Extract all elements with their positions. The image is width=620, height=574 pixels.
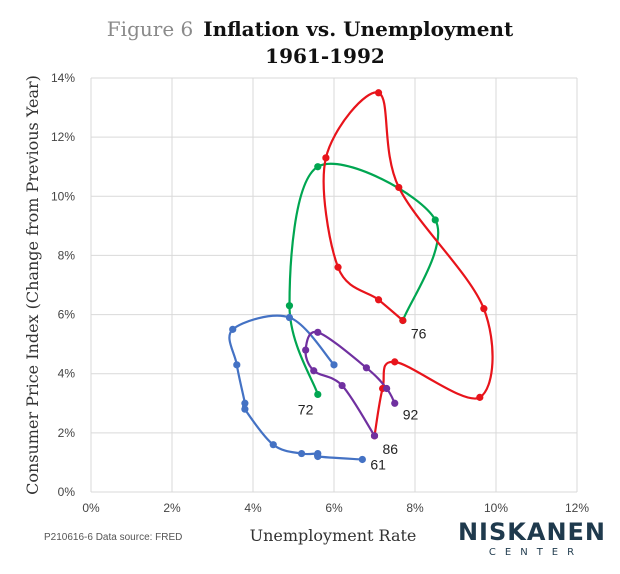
data-point [391,399,399,407]
data-point [334,263,342,271]
data-point [285,313,294,322]
data-point [358,455,366,464]
y-tick-label: 2% [58,426,76,440]
y-tick-label: 4% [58,367,76,381]
x-tick-label: 2% [163,501,181,515]
y-axis-title: Consumer Price Index (Change from Previo… [23,75,42,495]
x-axis-title: Unemployment Rate [250,526,417,545]
y-tick-label: 8% [58,248,76,262]
series-line-2 [288,162,440,395]
year-label: 92 [403,406,419,422]
x-tick-label: 0% [82,501,100,515]
x-tick-label: 4% [244,501,262,515]
gridlines [90,77,578,493]
year-label: 76 [411,325,427,341]
data-point [338,381,346,390]
data-point [314,449,322,458]
x-tick-label: 6% [325,501,343,515]
point-annotations: 61 72 76 86 92 [298,325,427,472]
x-tick-label: 12% [565,501,589,515]
y-tick-label: 10% [51,189,75,203]
data-point [370,432,379,440]
data-point [310,367,318,375]
series-points [229,89,488,464]
chart-title: Inflation vs. Unemployment [203,17,514,41]
data-source-note: P210616-6 Data source: FRED [44,532,182,543]
series-line-4 [304,330,396,437]
y-tick-label: 12% [51,130,75,144]
y-tick-label: 14% [51,71,75,85]
brand-name: NISKANEN [458,518,606,546]
brand-sub: CENTER [489,547,583,558]
year-label: 61 [370,456,386,472]
data-point [399,316,407,325]
data-point [269,441,277,449]
data-point [431,216,439,224]
x-tick-label: 10% [484,501,508,515]
data-point [322,154,330,162]
data-point [233,361,241,369]
series-lines [228,91,494,461]
data-point [285,302,294,310]
year-label: 86 [383,441,399,457]
data-point [391,358,399,366]
data-point [395,183,403,192]
chart-subtitle: 1961-1992 [265,44,385,68]
data-point [330,361,338,369]
y-tick-label: 0% [58,485,76,499]
data-point [302,346,310,354]
year-label: 72 [298,401,314,417]
data-point [480,305,488,313]
figure-label: Figure 6 [107,17,193,41]
data-point [476,393,484,401]
data-point [241,399,249,407]
data-point [229,325,237,333]
data-point [362,364,370,372]
series-line-3 [322,91,494,436]
y-tick-label: 6% [58,308,76,322]
data-point [374,89,383,97]
chart-title-line: Figure 6 Inflation vs. Unemployment [107,17,514,41]
x-tick-label: 8% [406,501,424,515]
data-point [298,449,306,458]
data-point [314,328,322,336]
data-point [241,405,249,413]
niskanen-logo: NISKANEN CENTER [458,518,606,558]
data-point [374,296,383,304]
data-point [314,163,322,171]
tick-labels: 0% 2% 4% 6% 8% 10% 12% 0% 2% 4% 6% 8% 10% 12% 14% [51,71,589,515]
data-point [383,384,391,393]
data-point [314,390,322,399]
